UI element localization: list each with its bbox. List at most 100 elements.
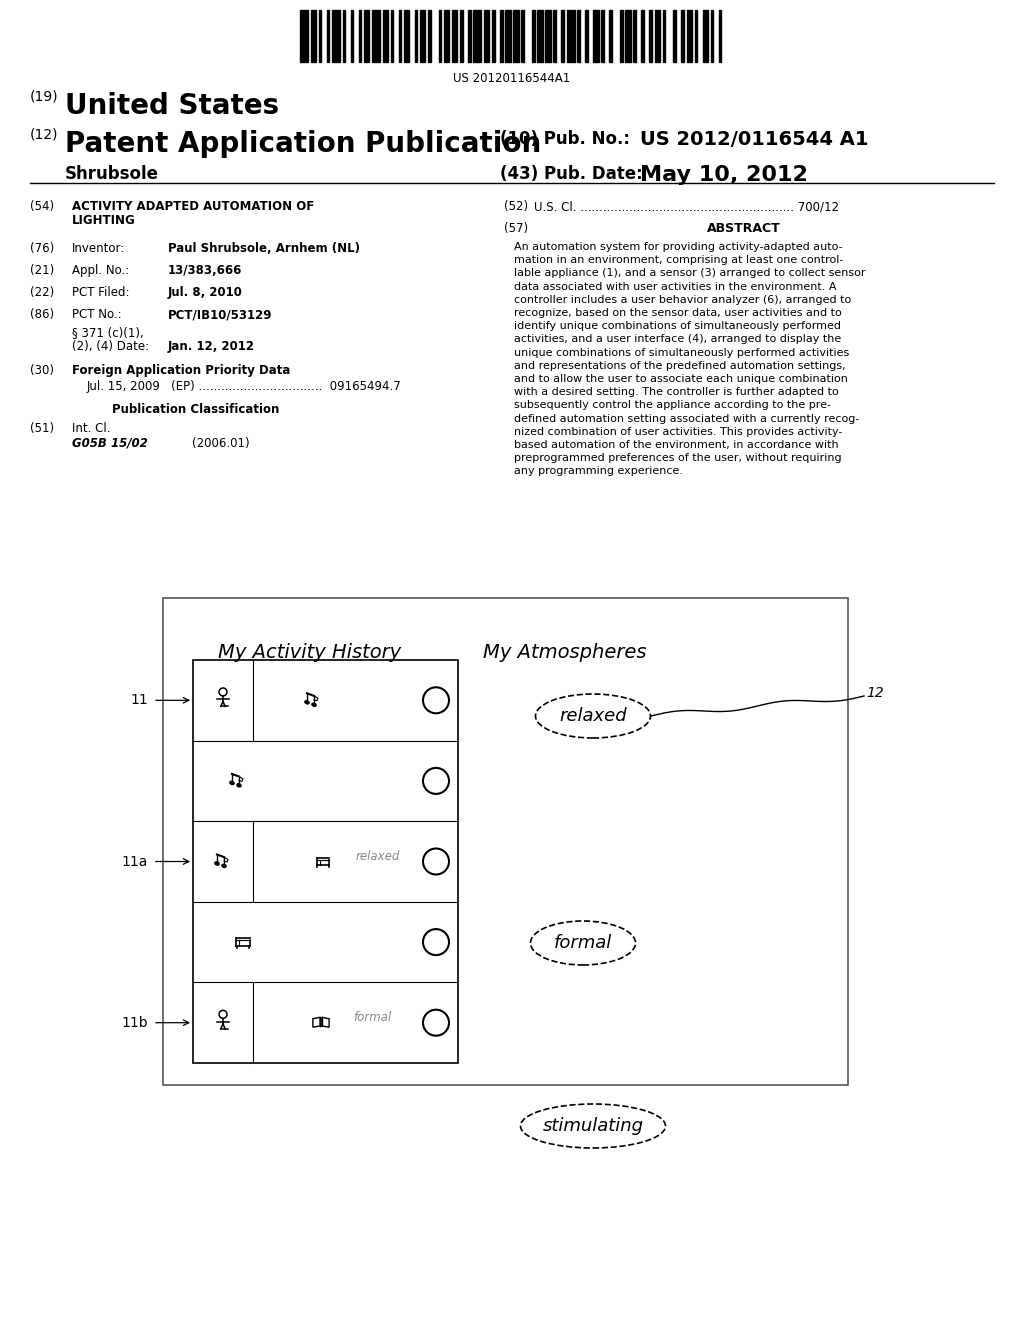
Text: G05B 15/02: G05B 15/02 [72, 437, 147, 450]
Bar [538, 11, 543, 62]
Text: (19): (19) [30, 90, 58, 104]
Text: controller includes a user behavior analyzer (6), arranged to: controller includes a user behavior anal… [514, 294, 851, 305]
Bar [620, 11, 623, 62]
Bar [327, 11, 330, 62]
Text: based automation of the environment, in accordance with: based automation of the environment, in … [514, 440, 839, 450]
Ellipse shape [222, 865, 226, 867]
Text: (12): (12) [30, 128, 58, 143]
Text: relaxed: relaxed [559, 708, 627, 725]
Text: § 371 (c)(1),: § 371 (c)(1), [72, 326, 143, 339]
Bar [343, 11, 345, 62]
Text: relaxed: relaxed [356, 850, 400, 863]
Text: stimulating: stimulating [543, 1117, 643, 1135]
Bar [546, 11, 551, 62]
Bar [318, 11, 322, 62]
Text: Inventor:: Inventor: [72, 242, 125, 255]
Bar [553, 11, 556, 62]
Text: (10) Pub. No.:: (10) Pub. No.: [500, 129, 630, 148]
Bar [358, 11, 361, 62]
Bar [383, 11, 388, 62]
Text: (57): (57) [504, 222, 528, 235]
Text: 12: 12 [866, 686, 884, 700]
Text: U.S. Cl. ......................................................... 700/12: U.S. Cl. ...............................… [534, 201, 839, 213]
Bar [578, 11, 580, 62]
Text: My Activity History: My Activity History [218, 643, 401, 663]
Text: (76): (76) [30, 242, 54, 255]
Text: formal: formal [353, 1011, 391, 1024]
Bar [663, 11, 666, 62]
Text: formal: formal [554, 935, 612, 952]
Text: (2), (4) Date:: (2), (4) Date: [72, 341, 150, 352]
Bar [193, 660, 458, 1063]
Text: PCT Filed:: PCT Filed: [72, 286, 129, 300]
Bar [687, 11, 692, 62]
Bar [505, 11, 511, 62]
Bar [500, 11, 503, 62]
Bar [420, 11, 425, 62]
Bar [633, 11, 636, 62]
Text: LIGHTING: LIGHTING [72, 214, 136, 227]
Text: Publication Classification: Publication Classification [112, 403, 280, 416]
Ellipse shape [215, 862, 219, 865]
Text: Jul. 15, 2009   (EP) .................................  09165494.7: Jul. 15, 2009 (EP) .....................… [87, 380, 401, 393]
Text: (30): (30) [30, 364, 54, 378]
Bar [452, 11, 458, 62]
Bar [391, 11, 393, 62]
Text: (51): (51) [30, 422, 54, 436]
Bar [626, 11, 631, 62]
Bar [532, 11, 535, 62]
Text: (22): (22) [30, 286, 54, 300]
Bar [332, 11, 340, 62]
Text: (43) Pub. Date:: (43) Pub. Date: [500, 165, 643, 183]
Ellipse shape [305, 701, 309, 704]
Bar [654, 11, 660, 62]
Bar [702, 11, 708, 62]
Text: with a desired setting. The controller is further adapted to: with a desired setting. The controller i… [514, 387, 839, 397]
Bar [310, 11, 316, 62]
Text: Appl. No.:: Appl. No.: [72, 264, 129, 277]
Bar [593, 11, 599, 62]
Bar [460, 11, 463, 62]
Text: (52): (52) [504, 201, 528, 213]
Text: My Atmospheres: My Atmospheres [483, 643, 646, 663]
Text: any programming experience.: any programming experience. [514, 466, 683, 477]
Text: US 2012/0116544 A1: US 2012/0116544 A1 [640, 129, 868, 149]
Text: Shrubsole: Shrubsole [65, 165, 159, 183]
Bar [681, 11, 684, 62]
Text: PCT/IB10/53129: PCT/IB10/53129 [168, 308, 272, 321]
Bar [398, 11, 401, 62]
Ellipse shape [237, 784, 241, 787]
Text: data associated with user activities in the environment. A: data associated with user activities in … [514, 281, 837, 292]
Text: recognize, based on the sensor data, user activities and to: recognize, based on the sensor data, use… [514, 308, 842, 318]
Bar [711, 11, 714, 62]
Text: May 10, 2012: May 10, 2012 [640, 165, 808, 185]
Text: nized combination of user activities. This provides activity-: nized combination of user activities. Th… [514, 426, 843, 437]
Text: and to allow the user to associate each unique combination: and to allow the user to associate each … [514, 374, 848, 384]
Text: An automation system for providing activity-adapted auto-: An automation system for providing activ… [514, 242, 843, 252]
Bar [444, 11, 450, 62]
Text: (54): (54) [30, 201, 54, 213]
Bar [350, 11, 353, 62]
Bar [719, 11, 721, 62]
Text: United States: United States [65, 92, 280, 120]
Text: (86): (86) [30, 308, 54, 321]
Text: mation in an environment, comprising at least one control-: mation in an environment, comprising at … [514, 255, 844, 265]
Bar [694, 11, 697, 62]
Text: Jan. 12, 2012: Jan. 12, 2012 [168, 341, 255, 352]
Bar [641, 11, 644, 62]
Bar [428, 11, 431, 62]
Bar [609, 11, 612, 62]
Text: and representations of the predefined automation settings,: and representations of the predefined au… [514, 360, 846, 371]
Text: ABSTRACT: ABSTRACT [708, 222, 781, 235]
Text: Foreign Application Priority Data: Foreign Application Priority Data [72, 364, 291, 378]
Text: Paul Shrubsole, Arnhem (NL): Paul Shrubsole, Arnhem (NL) [168, 242, 360, 255]
Text: PCT No.:: PCT No.: [72, 308, 122, 321]
Ellipse shape [312, 704, 316, 706]
Bar [484, 11, 489, 62]
Text: preprogrammed preferences of the user, without requiring: preprogrammed preferences of the user, w… [514, 453, 842, 463]
Text: 13/383,666: 13/383,666 [168, 264, 243, 277]
Bar [163, 598, 848, 1085]
Text: (2006.01): (2006.01) [193, 437, 250, 450]
Text: (21): (21) [30, 264, 54, 277]
Text: lable appliance (1), and a sensor (3) arranged to collect sensor: lable appliance (1), and a sensor (3) ar… [514, 268, 865, 279]
